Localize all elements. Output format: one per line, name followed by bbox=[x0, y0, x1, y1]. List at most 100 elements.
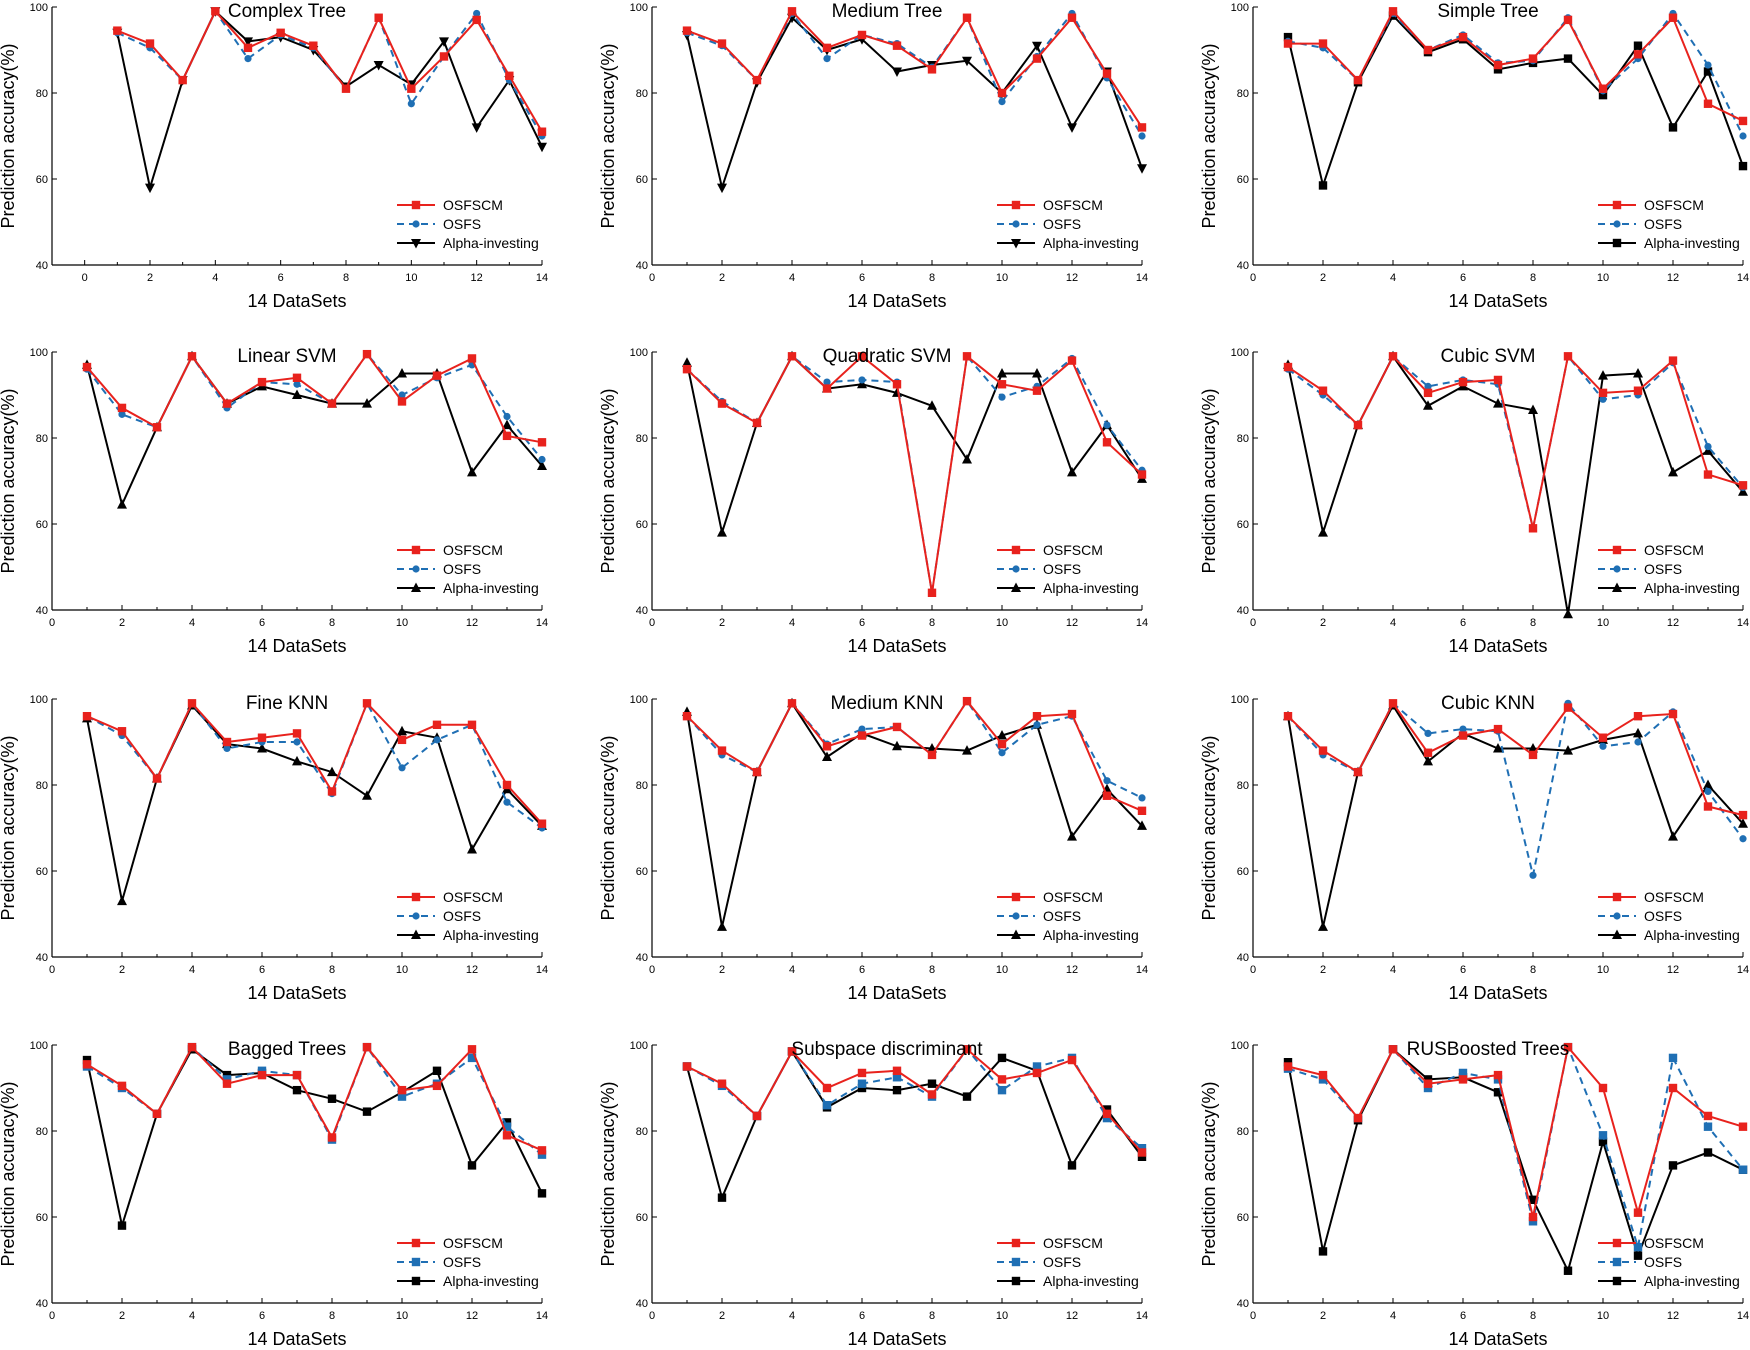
data-point-alpha-investing bbox=[537, 1189, 547, 1198]
data-point-osfscm bbox=[752, 418, 762, 428]
data-point-osfscm bbox=[1598, 84, 1608, 93]
y-tick-label: 80 bbox=[36, 88, 48, 100]
y-tick-label: 80 bbox=[1237, 1126, 1249, 1138]
x-tick-label: 0 bbox=[82, 272, 88, 284]
data-point-alpha-investing bbox=[1283, 32, 1293, 42]
x-tick-label: 2 bbox=[719, 617, 725, 629]
data-point-osfs bbox=[293, 380, 301, 388]
data-point-osfs bbox=[1528, 1217, 1538, 1226]
legend-label: OSFS bbox=[1644, 1254, 1682, 1270]
data-point-osfscm bbox=[467, 354, 477, 363]
data-point-osfscm bbox=[178, 75, 187, 85]
legend-label: OSFS bbox=[443, 908, 481, 924]
legend-label: OSFSCM bbox=[443, 542, 503, 558]
data-point-osfs bbox=[222, 1075, 232, 1084]
chart-title: Medium Tree bbox=[832, 1, 943, 22]
y-tick-label: 60 bbox=[36, 519, 48, 531]
data-point-osfscm bbox=[1353, 420, 1363, 430]
x-tick-label: 6 bbox=[859, 1310, 865, 1322]
chart-panel-10: 40 60 80 100 0 2 4 6 8 10 12 14 14 DataSets Predictio… bbox=[0, 1039, 548, 1349]
x-tick-label: 4 bbox=[1390, 617, 1396, 629]
series-line-osfscm bbox=[86, 352, 543, 444]
data-point-osfscm bbox=[439, 52, 449, 61]
legend-label: Alpha-investing bbox=[1644, 1273, 1740, 1289]
legend-marker-osfscm bbox=[411, 200, 421, 210]
y-tick-label: 80 bbox=[36, 433, 48, 445]
chart-title: Linear SVM bbox=[237, 346, 336, 367]
data-point-osfscm bbox=[222, 737, 232, 747]
legend-label: OSFS bbox=[443, 561, 481, 577]
data-point-osfscm bbox=[1458, 731, 1468, 740]
data-point-alpha-investing bbox=[1563, 608, 1573, 619]
legend-label: OSFS bbox=[1043, 561, 1081, 577]
data-point-osfscm bbox=[292, 373, 302, 382]
y-axis-title: Prediction accuracy(%) bbox=[0, 1081, 18, 1266]
data-point-osfscm bbox=[222, 1079, 232, 1088]
legend-label: Alpha-investing bbox=[1043, 1273, 1139, 1289]
y-tick-label: 60 bbox=[36, 866, 48, 878]
data-point-osfs bbox=[223, 744, 231, 753]
data-point-osfscm bbox=[752, 1111, 762, 1121]
data-point-alpha-investing bbox=[292, 389, 302, 399]
data-point-alpha-investing bbox=[117, 499, 127, 509]
data-point-osfs bbox=[538, 455, 546, 464]
data-point-osfs bbox=[503, 412, 511, 421]
data-point-osfscm bbox=[505, 71, 514, 80]
data-point-osfscm bbox=[117, 403, 127, 413]
data-point-alpha-investing bbox=[117, 895, 127, 906]
data-point-osfscm bbox=[1423, 388, 1433, 398]
y-tick-label: 100 bbox=[30, 1040, 48, 1052]
legend-label: OSFS bbox=[1043, 216, 1081, 232]
x-tick-label: 6 bbox=[1460, 1310, 1466, 1322]
legend-marker-alpha-investing bbox=[411, 929, 421, 939]
legend-marker-osfs bbox=[412, 565, 420, 573]
x-tick-label: 4 bbox=[789, 617, 795, 629]
x-tick-label: 4 bbox=[789, 1310, 795, 1322]
legend-marker-osfscm bbox=[1612, 545, 1622, 555]
data-point-osfs bbox=[398, 764, 406, 772]
y-tick-label: 100 bbox=[30, 347, 48, 359]
data-point-osfscm bbox=[1067, 1055, 1077, 1065]
data-point-alpha-investing bbox=[257, 742, 267, 753]
data-point-osfscm bbox=[472, 15, 481, 25]
series-line-osfscm bbox=[1287, 354, 1744, 529]
data-point-osfscm bbox=[327, 1133, 337, 1142]
series-line-alpha-investing bbox=[116, 9, 543, 188]
data-point-osfscm bbox=[822, 43, 832, 53]
data-point-osfscm bbox=[682, 712, 692, 721]
data-point-alpha-investing bbox=[892, 740, 902, 751]
data-point-osfs bbox=[1704, 61, 1712, 69]
data-point-alpha-investing bbox=[1598, 1137, 1608, 1146]
y-tick-label: 100 bbox=[1231, 1040, 1249, 1052]
x-tick-label: 4 bbox=[189, 964, 195, 976]
data-point-osfscm bbox=[927, 750, 937, 760]
legend-marker-osfs bbox=[1012, 912, 1020, 920]
data-point-osfs bbox=[858, 376, 866, 384]
y-tick-label: 60 bbox=[36, 1212, 48, 1224]
x-tick-label: 12 bbox=[471, 272, 483, 284]
data-point-osfscm bbox=[1458, 1075, 1468, 1084]
legend-label: Alpha-investing bbox=[1043, 580, 1139, 596]
x-tick-label: 6 bbox=[859, 617, 865, 629]
y-tick-label: 40 bbox=[636, 1298, 648, 1310]
data-point-alpha-investing bbox=[1668, 466, 1678, 477]
data-point-alpha-investing bbox=[1563, 745, 1573, 755]
data-point-osfscm bbox=[1563, 352, 1573, 361]
y-axis-title: Prediction accuracy(%) bbox=[1199, 735, 1219, 920]
y-tick-label: 100 bbox=[630, 347, 648, 359]
data-point-osfscm bbox=[537, 127, 547, 136]
data-point-osfscm bbox=[1598, 388, 1608, 398]
y-axis-title: Prediction accuracy(%) bbox=[0, 388, 18, 573]
y-tick-label: 60 bbox=[1237, 174, 1249, 186]
x-tick-label: 2 bbox=[719, 1310, 725, 1322]
data-point-alpha-investing bbox=[1032, 368, 1042, 378]
data-point-alpha-investing bbox=[717, 527, 727, 537]
data-point-alpha-investing bbox=[1563, 54, 1573, 63]
data-point-alpha-investing bbox=[502, 1118, 512, 1127]
x-tick-label: 8 bbox=[329, 964, 335, 976]
series-line-alpha-investing bbox=[686, 354, 1143, 537]
data-point-osfscm bbox=[1458, 377, 1468, 387]
legend-marker-alpha-investing bbox=[1612, 582, 1622, 592]
data-point-osfscm bbox=[682, 365, 692, 374]
data-point-alpha-investing bbox=[222, 1070, 232, 1080]
